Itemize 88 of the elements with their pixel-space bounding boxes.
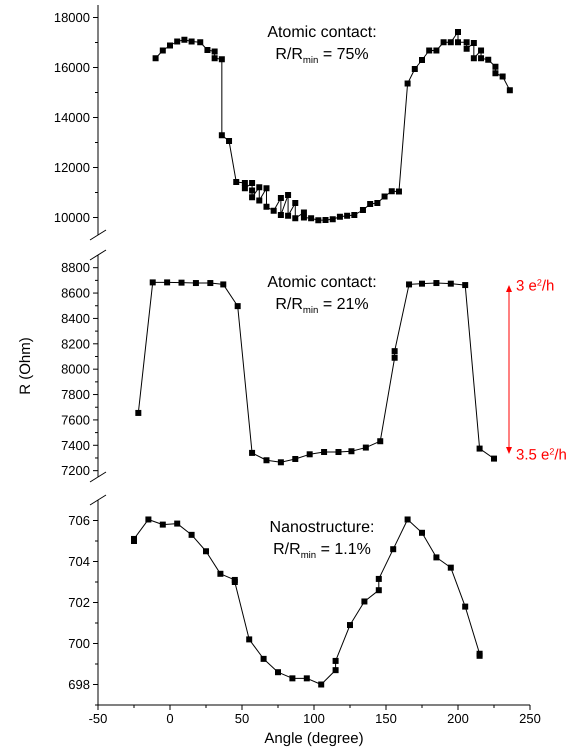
point: [135, 410, 142, 416]
x-tick-label: 200: [447, 711, 469, 726]
point: [392, 354, 398, 361]
point: [462, 282, 468, 288]
y-tick-label: 14000: [54, 110, 90, 126]
annotation: Nanostructure:: [270, 519, 374, 536]
point: [306, 451, 313, 458]
point: [332, 658, 339, 664]
point: [335, 449, 342, 456]
y-tick-label: 698: [68, 677, 90, 692]
y-tick-label: 10000: [54, 210, 90, 226]
point: [406, 281, 412, 288]
x-tick-label: 150: [375, 711, 397, 726]
y-tick-label: 12000: [54, 160, 90, 176]
x-tick-label: 250: [519, 711, 541, 726]
y-tick-label: 16000: [54, 60, 90, 76]
point: [220, 281, 226, 288]
y-tick-label: 8800: [61, 260, 90, 276]
point: [150, 279, 156, 286]
x-tick-label: -50: [88, 711, 108, 726]
point: [145, 516, 152, 522]
point: [164, 279, 170, 286]
point: [404, 516, 411, 522]
point: [249, 450, 256, 456]
y-tick-label: 704: [68, 554, 90, 570]
x-tick-label: 100: [303, 711, 325, 726]
y-axis-title: R (Ohm): [17, 337, 34, 395]
annotation: R/R$_{min}$ = 21%: [275, 296, 369, 316]
point: [192, 280, 199, 286]
point: [188, 532, 195, 538]
point: [362, 444, 369, 451]
point: [178, 280, 185, 286]
y-tick-label: 8000: [61, 362, 90, 377]
y-tick-label: 706: [68, 513, 90, 528]
y-tick-label: 700: [68, 636, 90, 652]
annotation: Atomic contact:: [267, 274, 377, 291]
annotation: Atomic contact:: [267, 24, 377, 41]
point: [260, 656, 267, 662]
y-tick-label: 18000: [54, 10, 90, 26]
point: [292, 456, 298, 462]
point: [304, 675, 310, 682]
point: [433, 554, 440, 560]
y-tick-label: 7800: [61, 387, 90, 402]
x-tick-label: 0: [166, 711, 174, 726]
point: [392, 348, 398, 354]
y-tick-label: 7200: [61, 463, 90, 478]
point: [332, 667, 339, 674]
y-tick-label: 7400: [61, 438, 90, 453]
point: [234, 303, 241, 310]
point: [361, 598, 368, 604]
point: [348, 448, 354, 454]
point: [232, 579, 238, 585]
point: [207, 280, 214, 286]
point: [476, 446, 483, 452]
point: [377, 438, 384, 444]
y-tick-label: 7600: [61, 412, 90, 428]
annotation: 3.5 e$^{2}$/h: [516, 446, 567, 464]
point: [491, 456, 497, 462]
point: [278, 459, 284, 466]
point: [203, 548, 209, 554]
y-tick-label: 702: [68, 595, 90, 610]
point: [390, 546, 396, 552]
point: [289, 675, 296, 682]
point: [462, 604, 468, 610]
annotation: R/R$_{min}$ = 1.1%: [273, 541, 371, 560]
point: [246, 636, 252, 642]
point: [160, 522, 166, 528]
point: [376, 576, 382, 582]
y-tick-label: 8200: [61, 336, 90, 352]
point: [419, 280, 425, 287]
x-axis-title: Angle (degree): [264, 730, 364, 747]
point: [376, 587, 382, 594]
point: [448, 564, 454, 571]
point: [419, 530, 425, 536]
annotation: 3 e$^{2}$/h: [516, 277, 554, 294]
point: [433, 280, 440, 286]
annotation: R/R$_{min}$ = 75%: [275, 46, 369, 66]
point: [217, 570, 224, 577]
point: [318, 682, 324, 688]
point: [174, 520, 180, 527]
point: [263, 457, 270, 464]
point: [321, 449, 328, 456]
y-tick-label: 8400: [61, 310, 90, 326]
point: [275, 669, 281, 676]
x-tick-label: 50: [234, 711, 250, 726]
y-tick-label: 8600: [61, 286, 90, 301]
point: [347, 622, 353, 628]
point: [448, 280, 454, 287]
